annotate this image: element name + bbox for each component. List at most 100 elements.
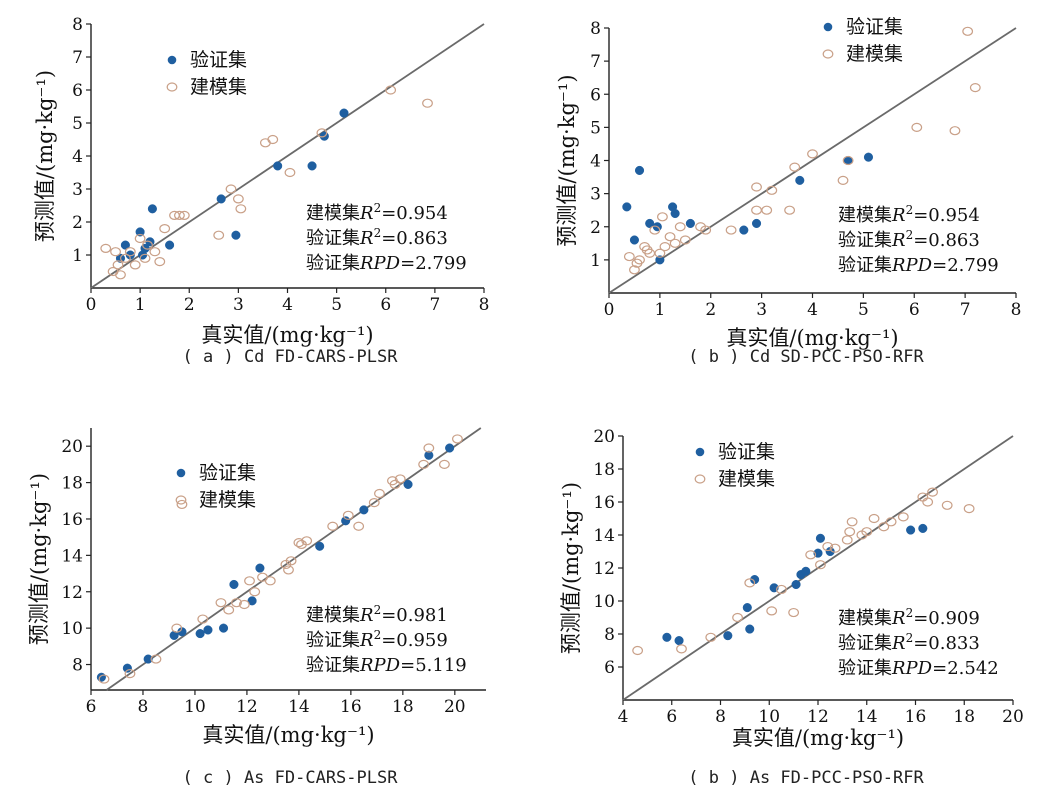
validation-point <box>662 632 672 642</box>
training-point <box>922 497 934 507</box>
x-tick-label: 7 <box>960 300 971 320</box>
x-axis-title: 真实值/(mg·kg⁻¹) <box>202 723 374 747</box>
training-point <box>171 623 183 633</box>
stat-metric: RPD <box>891 255 933 276</box>
validation-point <box>195 629 205 639</box>
legend-marker-validation <box>176 468 186 478</box>
y-tick-label: 8 <box>72 15 83 35</box>
y-tick-label: 4 <box>72 147 83 167</box>
stat-set-label: 验证集 <box>306 630 360 651</box>
x-tick-label: 4 <box>807 300 818 320</box>
y-tick-label: 2 <box>72 213 83 233</box>
x-tick-label: 0 <box>86 295 97 315</box>
x-tick-label: 16 <box>905 707 927 727</box>
training-point <box>110 247 121 257</box>
y-axis-title: 预测值/(mg·kg⁻¹) <box>555 74 579 246</box>
validation-point <box>339 108 349 118</box>
training-point <box>423 443 435 453</box>
training-point <box>149 247 161 257</box>
training-point <box>705 632 717 642</box>
training-point <box>815 560 826 570</box>
training-point <box>267 134 279 145</box>
validation-point <box>273 161 283 171</box>
identity-line <box>608 27 1017 294</box>
training-point <box>327 521 339 531</box>
training-point <box>841 535 853 545</box>
y-tick-label: 1 <box>590 251 601 271</box>
stat-value: =0.954 <box>913 205 980 226</box>
stat-value: =0.833 <box>913 633 980 654</box>
training-point <box>284 167 296 178</box>
training-point <box>197 614 209 624</box>
training-point <box>868 513 880 524</box>
validation-point <box>645 218 655 228</box>
validation-point <box>622 202 632 212</box>
x-axis-title: 真实值/(mg·kg⁻¹) <box>732 726 904 750</box>
validation-point <box>165 240 175 250</box>
panel-caption: ( c ) As FD-CARS-PLSR <box>183 768 399 788</box>
x-tick-label: 14 <box>856 707 878 727</box>
stat-line: 建模集R2=0.954 <box>838 203 980 226</box>
stat-set-label: 建模集 <box>306 203 360 224</box>
stat-superscript: 2 <box>374 603 382 617</box>
x-tick-label: 5 <box>331 295 342 315</box>
training-point <box>231 598 242 608</box>
stat-line: 验证集RPD=5.119 <box>306 655 467 676</box>
stat-set-label: 验证集 <box>838 658 892 679</box>
validation-point <box>216 194 226 204</box>
x-tick-label: 18 <box>953 707 975 727</box>
training-point <box>844 527 856 537</box>
validation-point <box>918 523 928 533</box>
y-axis-title: 预测值/(mg·kg⁻¹) <box>27 473 51 645</box>
stat-set-label: 验证集 <box>306 228 360 249</box>
training-point <box>766 606 778 616</box>
chart-panel-2: 0 1 2 3 4 5 6 7 8 1 2 3 4 5 6 7 8 真实值/(mg·kg⁻¹) 预测值/(mg·kg… <box>555 16 1021 367</box>
stat-set-label: 建模集 <box>306 605 360 626</box>
training-point <box>969 83 981 93</box>
x-tick-label: 16 <box>340 697 362 717</box>
training-point <box>178 210 190 220</box>
training-point <box>941 500 953 510</box>
training-point <box>139 253 151 263</box>
y-tick-label: 10 <box>593 592 615 612</box>
stat-metric: R <box>891 633 906 654</box>
validation-point <box>341 516 351 526</box>
y-tick-label: 12 <box>593 559 615 579</box>
training-point <box>134 233 146 244</box>
x-tick-label: 10 <box>758 707 780 727</box>
panel-caption: ( a ) Cd FD-CARS-PLSR <box>183 347 399 367</box>
x-tick-label: 6 <box>909 300 920 320</box>
validation-point <box>231 230 241 240</box>
training-point <box>822 541 834 552</box>
training-point <box>949 126 961 136</box>
stat-value: =0.863 <box>381 228 448 249</box>
validation-point <box>403 479 413 489</box>
stat-line: 验证集RPD=2.799 <box>838 255 999 276</box>
panel-caption: ( b ) Cd SD-PCC-PSO-RFR <box>688 347 924 367</box>
training-point <box>700 225 712 235</box>
stat-set-label: 验证集 <box>838 230 892 251</box>
legend-marker-training <box>822 49 834 59</box>
training-point <box>142 240 153 250</box>
legend-marker-validation <box>167 55 177 65</box>
x-tick-label: 8 <box>138 697 149 717</box>
y-tick-label: 4 <box>590 152 601 172</box>
training-point <box>293 538 305 548</box>
training-point <box>100 243 112 253</box>
training-point <box>418 459 430 469</box>
training-point <box>176 499 188 510</box>
training-point <box>632 645 644 656</box>
y-tick-label: 8 <box>604 625 615 645</box>
x-axis-title: 真实值/(mg·kg⁻¹) <box>726 326 898 350</box>
y-tick-label: 5 <box>72 114 83 134</box>
x-tick-label: 0 <box>604 300 615 320</box>
training-point <box>374 488 385 499</box>
x-tick-label: 8 <box>479 295 490 315</box>
stat-set-label: 验证集 <box>838 255 892 276</box>
validation-point <box>745 624 755 634</box>
validation-point <box>247 596 257 606</box>
training-point <box>963 504 975 514</box>
